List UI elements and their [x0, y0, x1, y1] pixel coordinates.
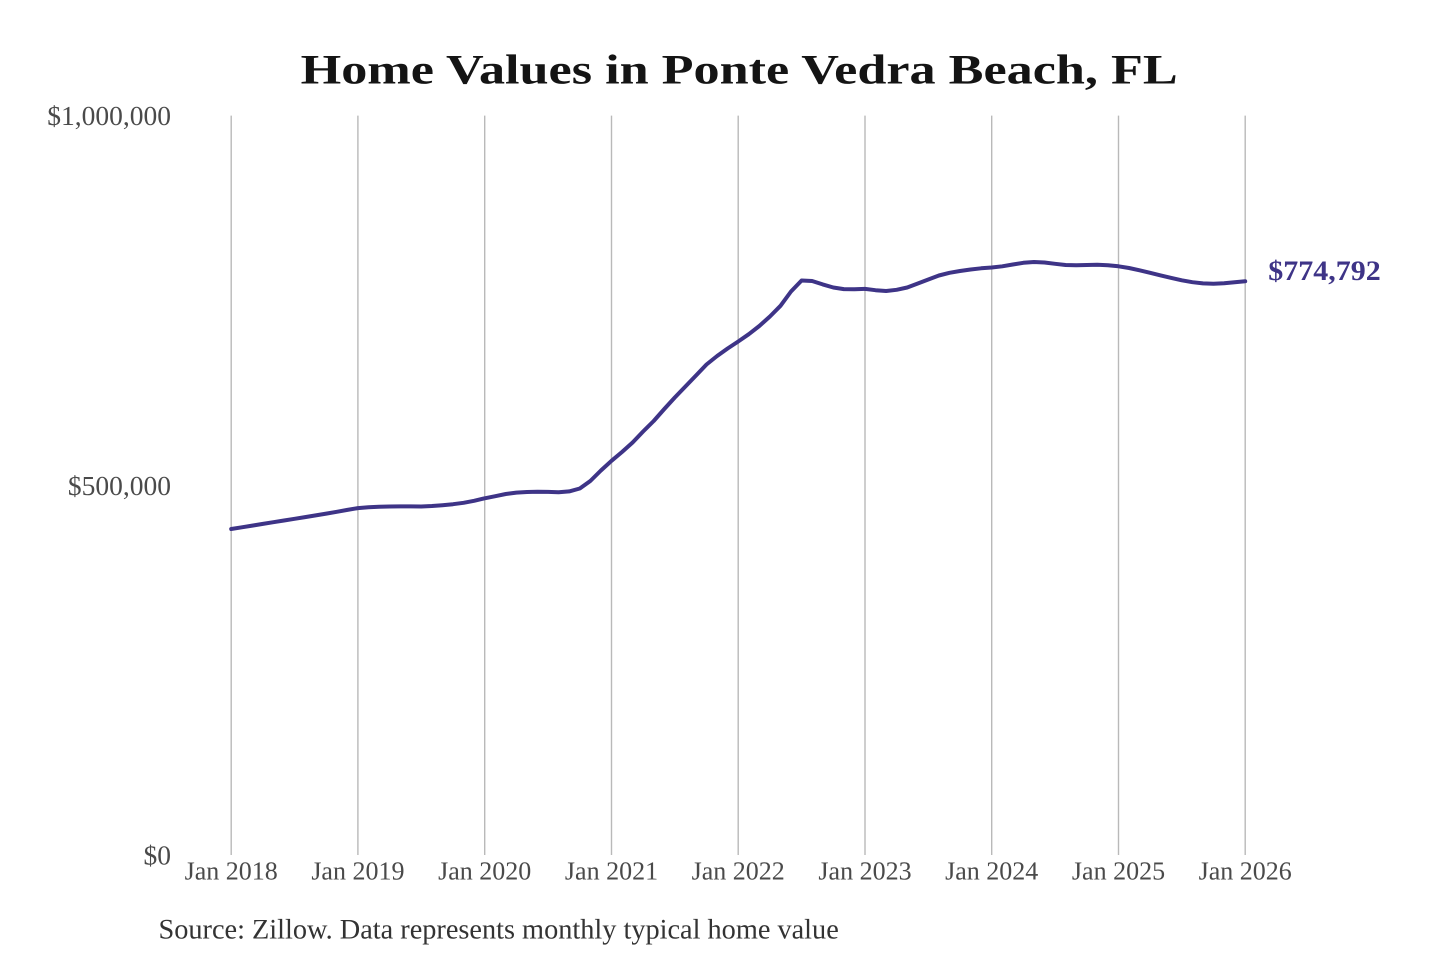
svg-text:$1,000,000: $1,000,000: [47, 100, 171, 131]
svg-text:Jan 2021: Jan 2021: [565, 857, 658, 886]
svg-text:Jan 2024: Jan 2024: [945, 857, 1038, 886]
svg-text:Jan 2020: Jan 2020: [438, 857, 531, 886]
svg-text:Home Values in Ponte Vedra Bea: Home Values in Ponte Vedra Beach, FL: [301, 47, 1178, 93]
svg-text:Jan 2025: Jan 2025: [1072, 857, 1165, 886]
svg-text:$774,792: $774,792: [1268, 256, 1380, 287]
svg-text:Jan 2026: Jan 2026: [1199, 857, 1292, 886]
svg-text:$500,000: $500,000: [68, 470, 171, 501]
svg-text:$0: $0: [144, 839, 172, 870]
svg-text:Source: Zillow. Data represent: Source: Zillow. Data represents monthly …: [159, 915, 839, 946]
svg-text:Jan 2019: Jan 2019: [311, 857, 404, 886]
svg-text:Jan 2018: Jan 2018: [185, 857, 278, 886]
svg-text:Jan 2023: Jan 2023: [818, 857, 911, 886]
svg-text:Jan 2022: Jan 2022: [692, 857, 785, 886]
